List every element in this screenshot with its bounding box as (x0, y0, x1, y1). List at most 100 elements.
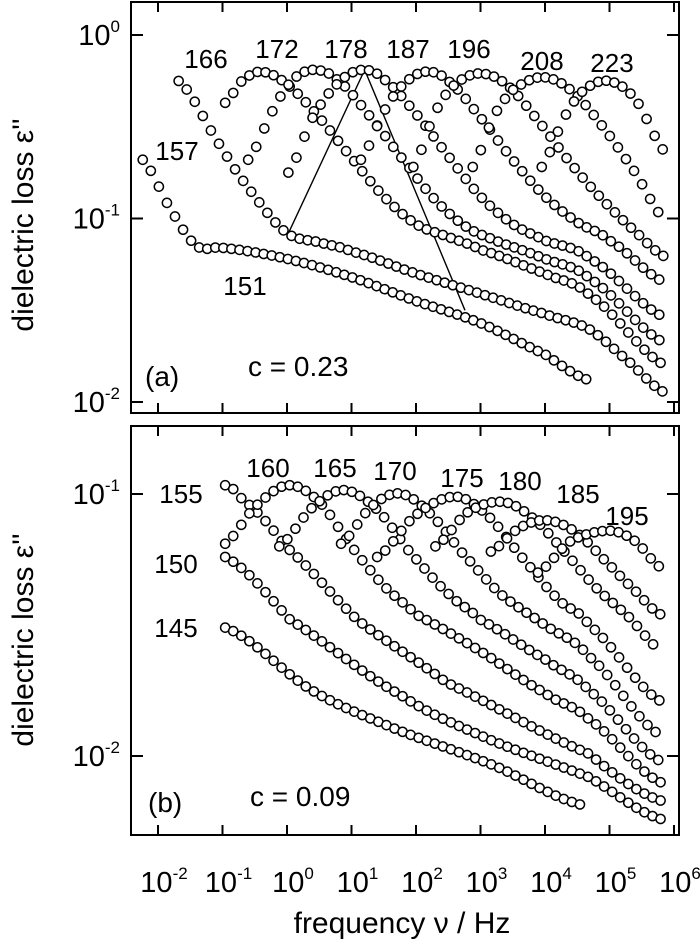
data-point (381, 193, 392, 205)
data-point (644, 748, 656, 760)
data-point (525, 561, 536, 573)
data-point (395, 81, 407, 92)
temperature-label: 208 (520, 46, 563, 76)
data-point (621, 306, 633, 318)
data-point (637, 322, 649, 333)
data-point (261, 207, 273, 219)
x-tick-base: 10 (337, 867, 369, 899)
y-tick-base: 10 (73, 479, 105, 511)
data-point (260, 515, 271, 527)
data-point (518, 716, 529, 728)
data-point (244, 569, 255, 581)
data-point (536, 161, 548, 173)
data-point (453, 632, 465, 644)
data-point (315, 99, 326, 110)
data-point (485, 699, 497, 711)
data-point (396, 525, 407, 537)
data-point (408, 493, 420, 505)
data-point (460, 221, 472, 232)
data-point (484, 512, 496, 524)
data-point (592, 329, 604, 341)
temperature-label: 160 (246, 453, 289, 483)
data-point (639, 766, 650, 777)
data-point (348, 659, 360, 671)
temperature-label: 185 (556, 479, 599, 509)
data-point (416, 144, 427, 156)
data-point (260, 648, 271, 660)
data-point (292, 88, 304, 100)
series-145 (219, 622, 586, 810)
data-point (596, 696, 608, 708)
data-point (501, 532, 513, 544)
data-point (634, 710, 645, 722)
data-point (624, 357, 636, 369)
data-point (252, 641, 263, 653)
data-point (589, 624, 601, 636)
data-point (649, 130, 660, 142)
data-point (400, 489, 411, 501)
x-tick-exponent: 3 (498, 864, 507, 883)
data-point (446, 524, 457, 536)
data-point (445, 628, 457, 639)
data-point (598, 301, 610, 312)
data-point (613, 298, 625, 309)
temperature-label: 165 (313, 453, 356, 483)
data-point (553, 627, 565, 639)
panel-a-ticks (131, 2, 679, 413)
data-point (436, 141, 447, 153)
data-point (427, 572, 438, 583)
data-point (589, 276, 601, 288)
data-point (553, 142, 564, 153)
data-point (518, 505, 530, 517)
data-point (469, 642, 481, 654)
data-point (573, 608, 585, 619)
data-point (645, 553, 657, 564)
data-point (413, 610, 425, 622)
data-point (460, 93, 472, 105)
data-point (316, 636, 328, 647)
data-point (373, 629, 384, 641)
x-tick-exponent: 5 (627, 864, 636, 883)
data-point (421, 705, 433, 716)
x-tick-base: 10 (140, 867, 172, 899)
data-point (621, 530, 632, 542)
data-point (267, 105, 278, 117)
data-point (461, 637, 473, 649)
data-point (632, 365, 644, 376)
x-tick-label: 10-1 (205, 864, 252, 899)
temperature-label: 155 (159, 479, 202, 509)
data-point (531, 649, 543, 661)
data-point (552, 126, 564, 137)
data-point (488, 71, 500, 82)
data-point (616, 350, 628, 362)
data-point (641, 113, 652, 125)
data-point (408, 161, 419, 173)
data-point (373, 676, 384, 687)
panel-b-data (219, 479, 666, 825)
data-point (432, 102, 443, 114)
data-point (227, 530, 239, 542)
data-point (137, 154, 149, 166)
data-point (496, 75, 508, 87)
series-151 (137, 154, 592, 385)
data-point (556, 77, 567, 89)
data-point (475, 614, 487, 626)
data-point (510, 500, 522, 512)
data-point (598, 781, 610, 792)
data-point (381, 635, 392, 647)
data-point (653, 274, 665, 285)
data-point (363, 109, 375, 121)
data-point (477, 647, 489, 659)
data-point (639, 344, 650, 356)
data-point (574, 799, 586, 810)
data-point (316, 577, 328, 589)
data-point (615, 604, 627, 616)
data-point (412, 110, 423, 121)
data-point (566, 701, 578, 713)
data-point (268, 595, 279, 607)
data-point (368, 499, 379, 511)
data-point (356, 618, 368, 629)
